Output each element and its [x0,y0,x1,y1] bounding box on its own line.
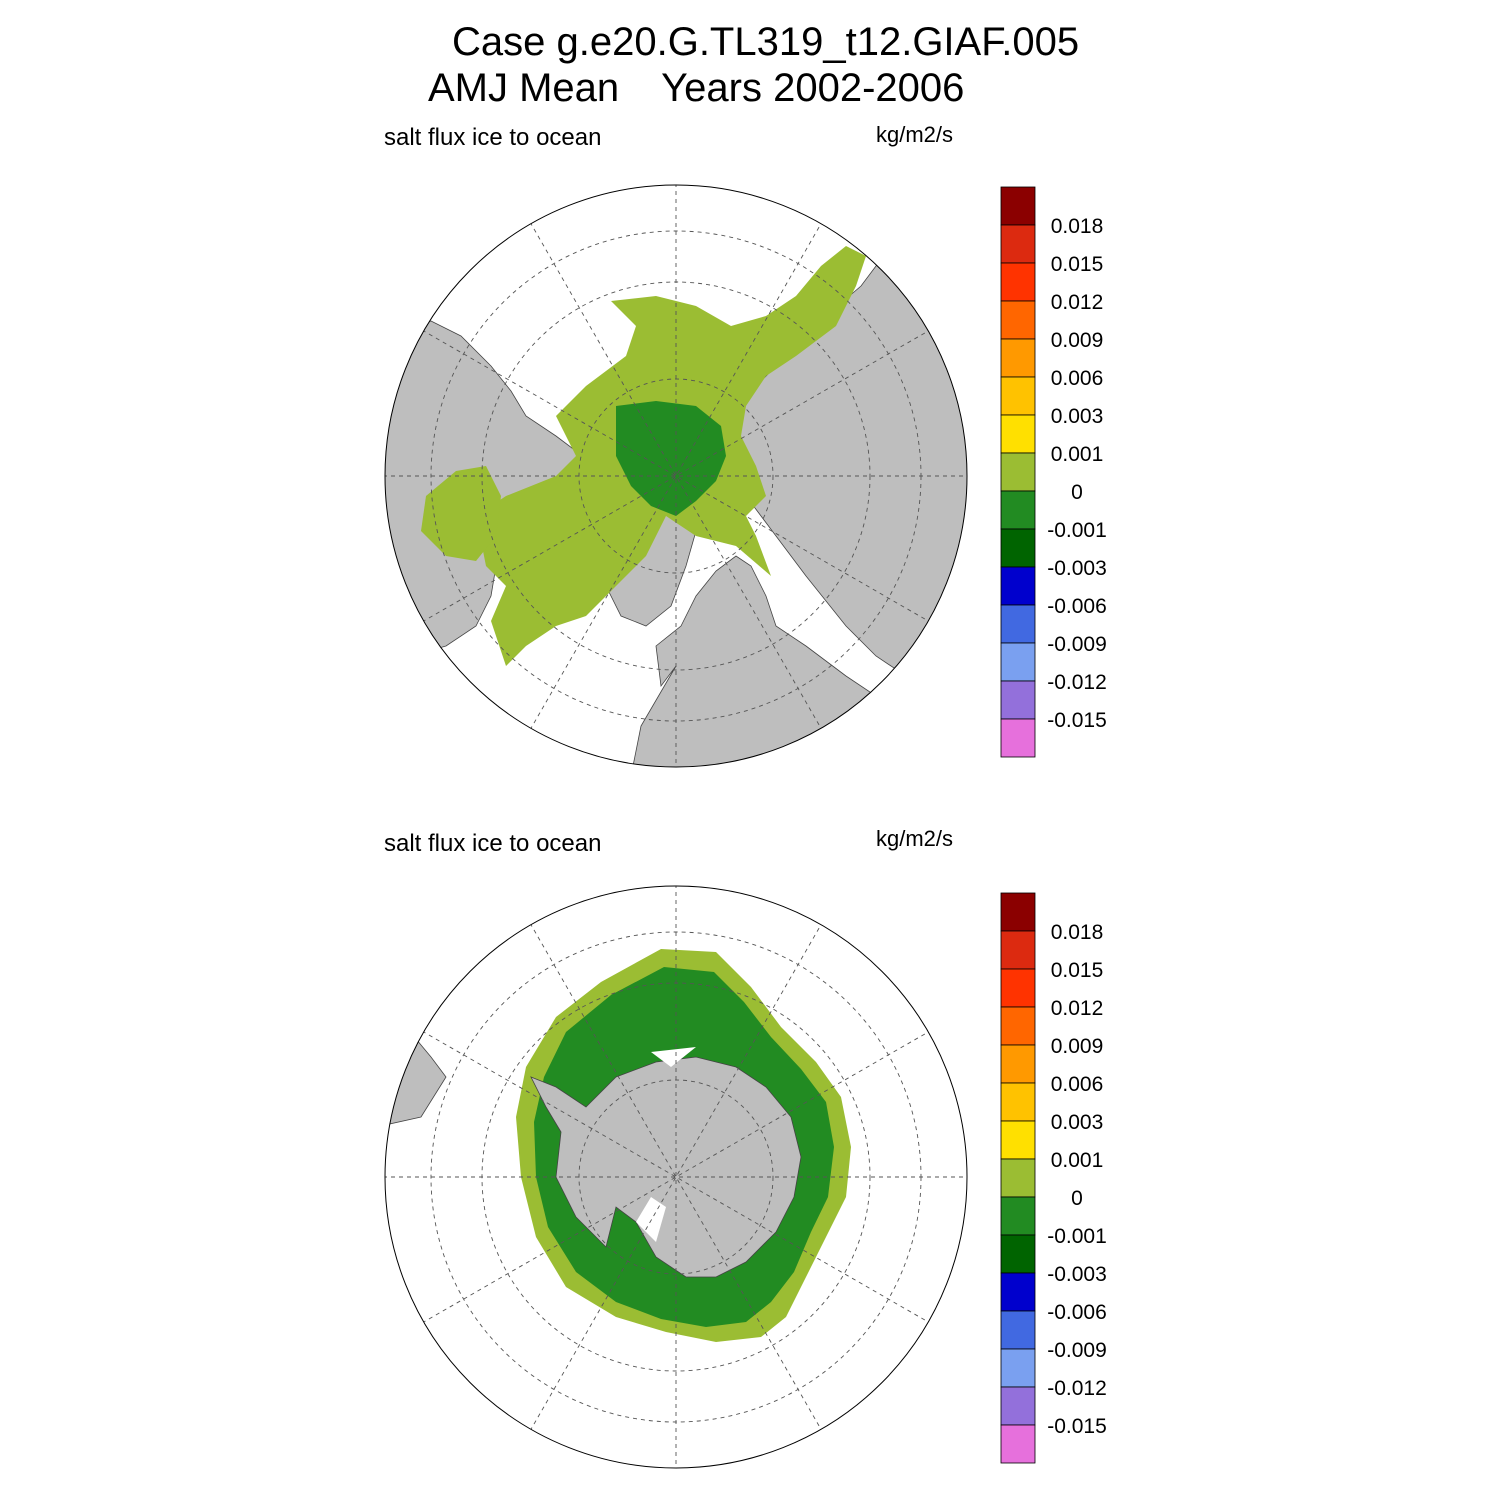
north-colorbar-tick-label: 0.006 [1051,367,1104,390]
south-colorbar-tick-label: 0.018 [1051,921,1104,944]
north-colorbar-swatch [1000,414,1036,454]
south-polar-map [384,885,968,1469]
south-colorbar-tick-label: -0.003 [1047,1263,1107,1286]
north-colorbar-swatch [1000,718,1036,758]
north-colorbar-tick-label: -0.001 [1047,519,1107,542]
south-graticule [385,886,967,1468]
south-colorbar-swatch [1000,892,1036,932]
south-ross-ice-shelf [651,1047,696,1067]
north-colorbar-swatch [1000,566,1036,606]
north-colorbar-tick-label: -0.006 [1047,595,1107,618]
north-colorbar: 0.018 0.015 0.012 0.009 0.006 0.003 0.001 0 -0.0… [1000,186,1107,758]
north-colorbar-swatch [1000,186,1036,226]
figure-title-line2: AMJ Mean Years 2002-2006 [428,66,964,111]
north-colorbar-tick-label: 0 [1071,481,1083,504]
south-colorbar-tick-label: 0.001 [1051,1149,1104,1172]
north-colorbar-swatch [1000,642,1036,682]
south-colorbar-tick-label: -0.006 [1047,1301,1107,1324]
north-colorbar-tick-label: -0.012 [1047,671,1107,694]
south-colorbar-swatch [1000,1120,1036,1160]
north-colorbar-swatch [1000,224,1036,264]
south-colorbar-tick-label: 0.006 [1051,1073,1104,1096]
north-colorbar-swatch [1000,680,1036,720]
north-colorbar-tick-label: -0.003 [1047,557,1107,580]
south-colorbar-swatch [1000,1158,1036,1198]
south-panel-variable-label: salt flux ice to ocean [384,830,602,857]
south-colorbar-swatch [1000,1348,1036,1388]
south-map-boundary [384,885,968,1469]
north-colorbar-swatch [1000,262,1036,302]
north-colorbar-swatch [1000,490,1036,530]
south-colorbar-tick-label: 0.003 [1051,1111,1104,1134]
north-colorbar-tick-label: 0.003 [1051,405,1104,428]
south-colorbar-swatch [1000,1044,1036,1084]
north-colorbar-tick-label: 0.001 [1051,443,1104,466]
season-label: AMJ Mean [428,66,620,110]
north-colorbar-swatch [1000,300,1036,340]
south-colorbar-tick-label: -0.012 [1047,1377,1107,1400]
south-colorbar-swatch [1000,1196,1036,1236]
north-map-boundary [384,184,968,768]
years-label: Years 2002-2006 [661,66,965,110]
south-colorbar-tick-label: 0.015 [1051,959,1104,982]
north-panel-units-label: kg/m2/s [876,122,954,147]
north-colorbar-tick-label: 0.012 [1051,291,1104,314]
north-sea-ice-hudson-bay [421,466,501,561]
north-graticule [385,185,967,767]
north-colorbar-tick-label: 0.018 [1051,215,1104,238]
north-panel-variable-label: salt flux ice to ocean [384,124,602,151]
south-colorbar-tick-label: 0.009 [1051,1035,1104,1058]
south-colorbar-swatch [1000,968,1036,1008]
north-colorbar-swatch [1000,338,1036,378]
north-sea-ice-negative-flux [616,401,726,516]
south-colorbar-swatch [1000,1006,1036,1046]
south-colorbar-swatch [1000,1082,1036,1122]
south-colorbar-swatch [1000,1386,1036,1426]
south-colorbar-swatch [1000,1234,1036,1274]
south-colorbar-tick-label: -0.009 [1047,1339,1107,1362]
north-colorbar-swatch [1000,528,1036,568]
south-colorbar: 0.018 0.015 0.012 0.009 0.006 0.003 0.001 0 -0.0… [1000,892,1107,1464]
north-colorbar-tick-label: -0.009 [1047,633,1107,656]
north-colorbar-tick-label: 0.009 [1051,329,1104,352]
north-colorbar-swatch [1000,452,1036,492]
north-colorbar-tick-label: 0.015 [1051,253,1104,276]
north-polar-map [384,184,968,768]
south-colorbar-tick-label: 0.012 [1051,997,1104,1020]
south-panel-units-label: kg/m2/s [876,826,954,851]
north-colorbar-swatch [1000,604,1036,644]
south-colorbar-tick-label: -0.015 [1047,1415,1107,1438]
south-colorbar-swatch [1000,930,1036,970]
north-colorbar-tick-label: -0.015 [1047,709,1107,732]
south-colorbar-swatch [1000,1272,1036,1312]
figure-title-line1: Case g.e20.G.TL319_t12.GIAF.005 [452,20,1080,64]
south-colorbar-tick-label: -0.001 [1047,1225,1107,1248]
south-colorbar-tick-label: 0 [1071,1187,1083,1210]
south-colorbar-swatch [1000,1310,1036,1350]
north-land-europe [630,555,877,767]
south-colorbar-swatch [1000,1424,1036,1464]
north-colorbar-swatch [1000,376,1036,416]
